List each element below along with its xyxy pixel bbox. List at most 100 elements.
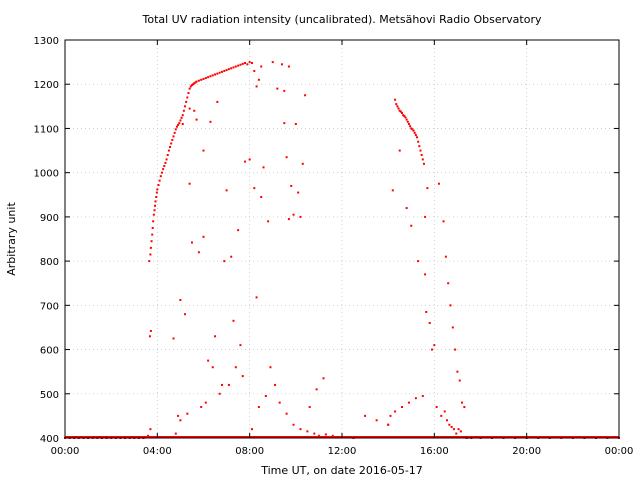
data-point: [239, 63, 242, 66]
data-point: [413, 131, 416, 134]
data-point: [301, 162, 304, 165]
data-point: [197, 79, 200, 82]
data-point: [414, 397, 417, 400]
data-point: [148, 335, 151, 338]
data-point: [262, 166, 265, 169]
data-point: [225, 189, 228, 192]
data-point: [426, 187, 429, 190]
data-point: [195, 118, 198, 121]
data-point: [148, 260, 151, 263]
data-point: [186, 96, 189, 99]
axis-ticks: 400 500 600 700 800 900 1000 1100 1200 1300 00:00 0…: [34, 36, 634, 457]
data-point: [175, 125, 178, 128]
data-point: [260, 195, 263, 198]
y-tick-label: 1300: [34, 36, 59, 47]
data-point: [417, 140, 420, 143]
y-tick-label: 900: [40, 213, 59, 224]
data-point: [234, 366, 237, 369]
data-point: [264, 394, 267, 397]
data-point: [443, 410, 446, 413]
data-point: [244, 62, 247, 64]
x-tick-label: 20:00: [512, 446, 541, 457]
data-point: [214, 335, 217, 338]
data-point: [255, 296, 258, 299]
data-point: [220, 383, 223, 386]
data-point: [216, 100, 219, 103]
data-point: [150, 240, 153, 243]
data-point: [223, 69, 226, 72]
data-point: [419, 149, 422, 152]
data-point: [177, 123, 180, 126]
data-point: [292, 213, 295, 216]
data-point: [188, 87, 191, 90]
data-point: [451, 326, 454, 329]
data-point: [397, 107, 400, 110]
data-point: [405, 118, 408, 121]
data-point: [455, 432, 458, 435]
data-point: [241, 62, 244, 65]
data-point: [158, 179, 161, 182]
data-point: [452, 428, 455, 431]
data-point: [197, 251, 200, 254]
data-point: [160, 171, 163, 174]
data-point: [424, 215, 427, 218]
data-point: [202, 77, 205, 80]
data-point: [431, 348, 434, 351]
y-tick-label: 1000: [34, 169, 59, 180]
data-point: [156, 188, 159, 191]
data-point: [409, 125, 412, 128]
data-point: [375, 419, 378, 422]
data-point: [450, 425, 453, 428]
grid-lines: [65, 40, 619, 438]
data-point: [204, 77, 207, 80]
data-point: [428, 322, 431, 325]
data-point: [227, 383, 230, 386]
data-point: [417, 260, 420, 263]
data-point: [170, 142, 173, 145]
data-point: [202, 235, 205, 238]
data-point: [287, 218, 290, 221]
data-point: [407, 401, 410, 404]
data-point: [285, 412, 288, 415]
data-point: [401, 406, 404, 409]
data-point: [181, 123, 184, 126]
data-point: [401, 111, 404, 114]
data-point: [184, 105, 187, 108]
data-point: [278, 401, 281, 404]
data-point: [230, 67, 233, 70]
data-point: [173, 131, 176, 134]
data-point: [172, 337, 175, 340]
data-point: [435, 406, 438, 409]
data-point: [149, 329, 152, 332]
data-point: [172, 135, 175, 138]
data-point: [257, 406, 260, 409]
x-tick-label: 00:00: [605, 446, 634, 457]
data-point: [292, 423, 295, 426]
data-point: [269, 366, 272, 369]
data-point: [422, 162, 425, 165]
data-point: [387, 423, 390, 426]
data-point: [153, 209, 156, 212]
data-point: [223, 260, 226, 263]
data-point: [179, 119, 182, 122]
data-point: [285, 156, 288, 159]
data-point: [214, 73, 217, 76]
data-point: [180, 116, 183, 119]
data-point: [315, 388, 318, 391]
data-point: [253, 69, 256, 72]
data-point: [448, 423, 451, 426]
data-point: [244, 160, 247, 163]
data-point: [187, 92, 190, 95]
data-point: [232, 66, 235, 69]
data-point: [402, 114, 405, 117]
data-point: [188, 107, 191, 110]
data-point: [204, 401, 207, 404]
data-point: [216, 72, 219, 75]
data-point: [165, 158, 168, 161]
data-point: [418, 145, 421, 148]
data-point: [446, 419, 449, 422]
data-point: [454, 348, 457, 351]
data-point: [299, 428, 302, 431]
data-point: [189, 85, 192, 88]
